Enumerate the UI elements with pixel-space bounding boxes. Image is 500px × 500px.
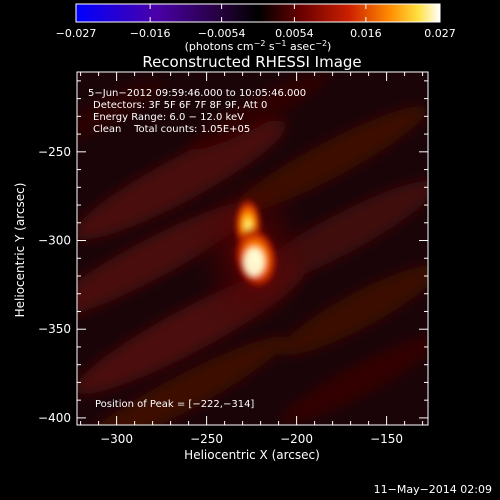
y-axis-ticks: −250 −300 −350 −400 xyxy=(38,80,428,425)
colorbar-tick-label: 0.0054 xyxy=(275,27,314,40)
y-tick-label: −250 xyxy=(38,145,71,159)
x-tick-label: −150 xyxy=(370,432,403,446)
colorbar-tick-label: −0.0054 xyxy=(198,27,246,40)
colorbar-tick-label: −0.016 xyxy=(130,27,171,40)
chart-title: Reconstructed RHESSI Image xyxy=(142,53,361,71)
colorbar-units: (photons cm−2 s−1 asec−2) xyxy=(185,39,332,53)
colorbar-tick-label: 0.027 xyxy=(424,27,456,40)
colorbar-ticks: −0.027 −0.016 −0.0054 0.0054 0.016 0.027 xyxy=(56,4,456,40)
y-tick-label: −350 xyxy=(38,322,71,336)
x-tick-label: −250 xyxy=(190,432,223,446)
colorbar-tick-label: −0.027 xyxy=(56,27,97,40)
x-tick-label: −300 xyxy=(100,432,133,446)
annotation-detectors: Detectors: 3F 5F 6F 7F 8F 9F, Att 0 xyxy=(93,100,267,111)
x-axis-label: Heliocentric X (arcsec) xyxy=(184,448,320,462)
y-axis-label: Heliocentric Y (arcsec) xyxy=(13,183,27,318)
annotation-clean-counts: Clean Total counts: 1.05E+05 xyxy=(93,124,250,135)
colorbar-tick-label: 0.016 xyxy=(350,27,382,40)
y-tick-label: −400 xyxy=(38,411,71,425)
heatmap-area xyxy=(77,72,428,425)
annotation-energy-range: Energy Range: 6.0 − 12.0 keV xyxy=(93,112,244,123)
x-tick-label: −200 xyxy=(280,432,313,446)
plot-frame xyxy=(76,71,429,426)
annotation-peak-position: Position of Peak = [−222,−314] xyxy=(95,399,254,410)
footer-timestamp: 11−May−2014 02:09 xyxy=(373,483,492,496)
y-tick-label: −300 xyxy=(38,234,71,248)
colorbar xyxy=(75,3,441,23)
x-axis-ticks: −300 −250 −200 −150 xyxy=(80,72,424,446)
annotation-time-range: 5−Jun−2012 09:59:46.000 to 10:05:46.000 xyxy=(88,88,306,99)
